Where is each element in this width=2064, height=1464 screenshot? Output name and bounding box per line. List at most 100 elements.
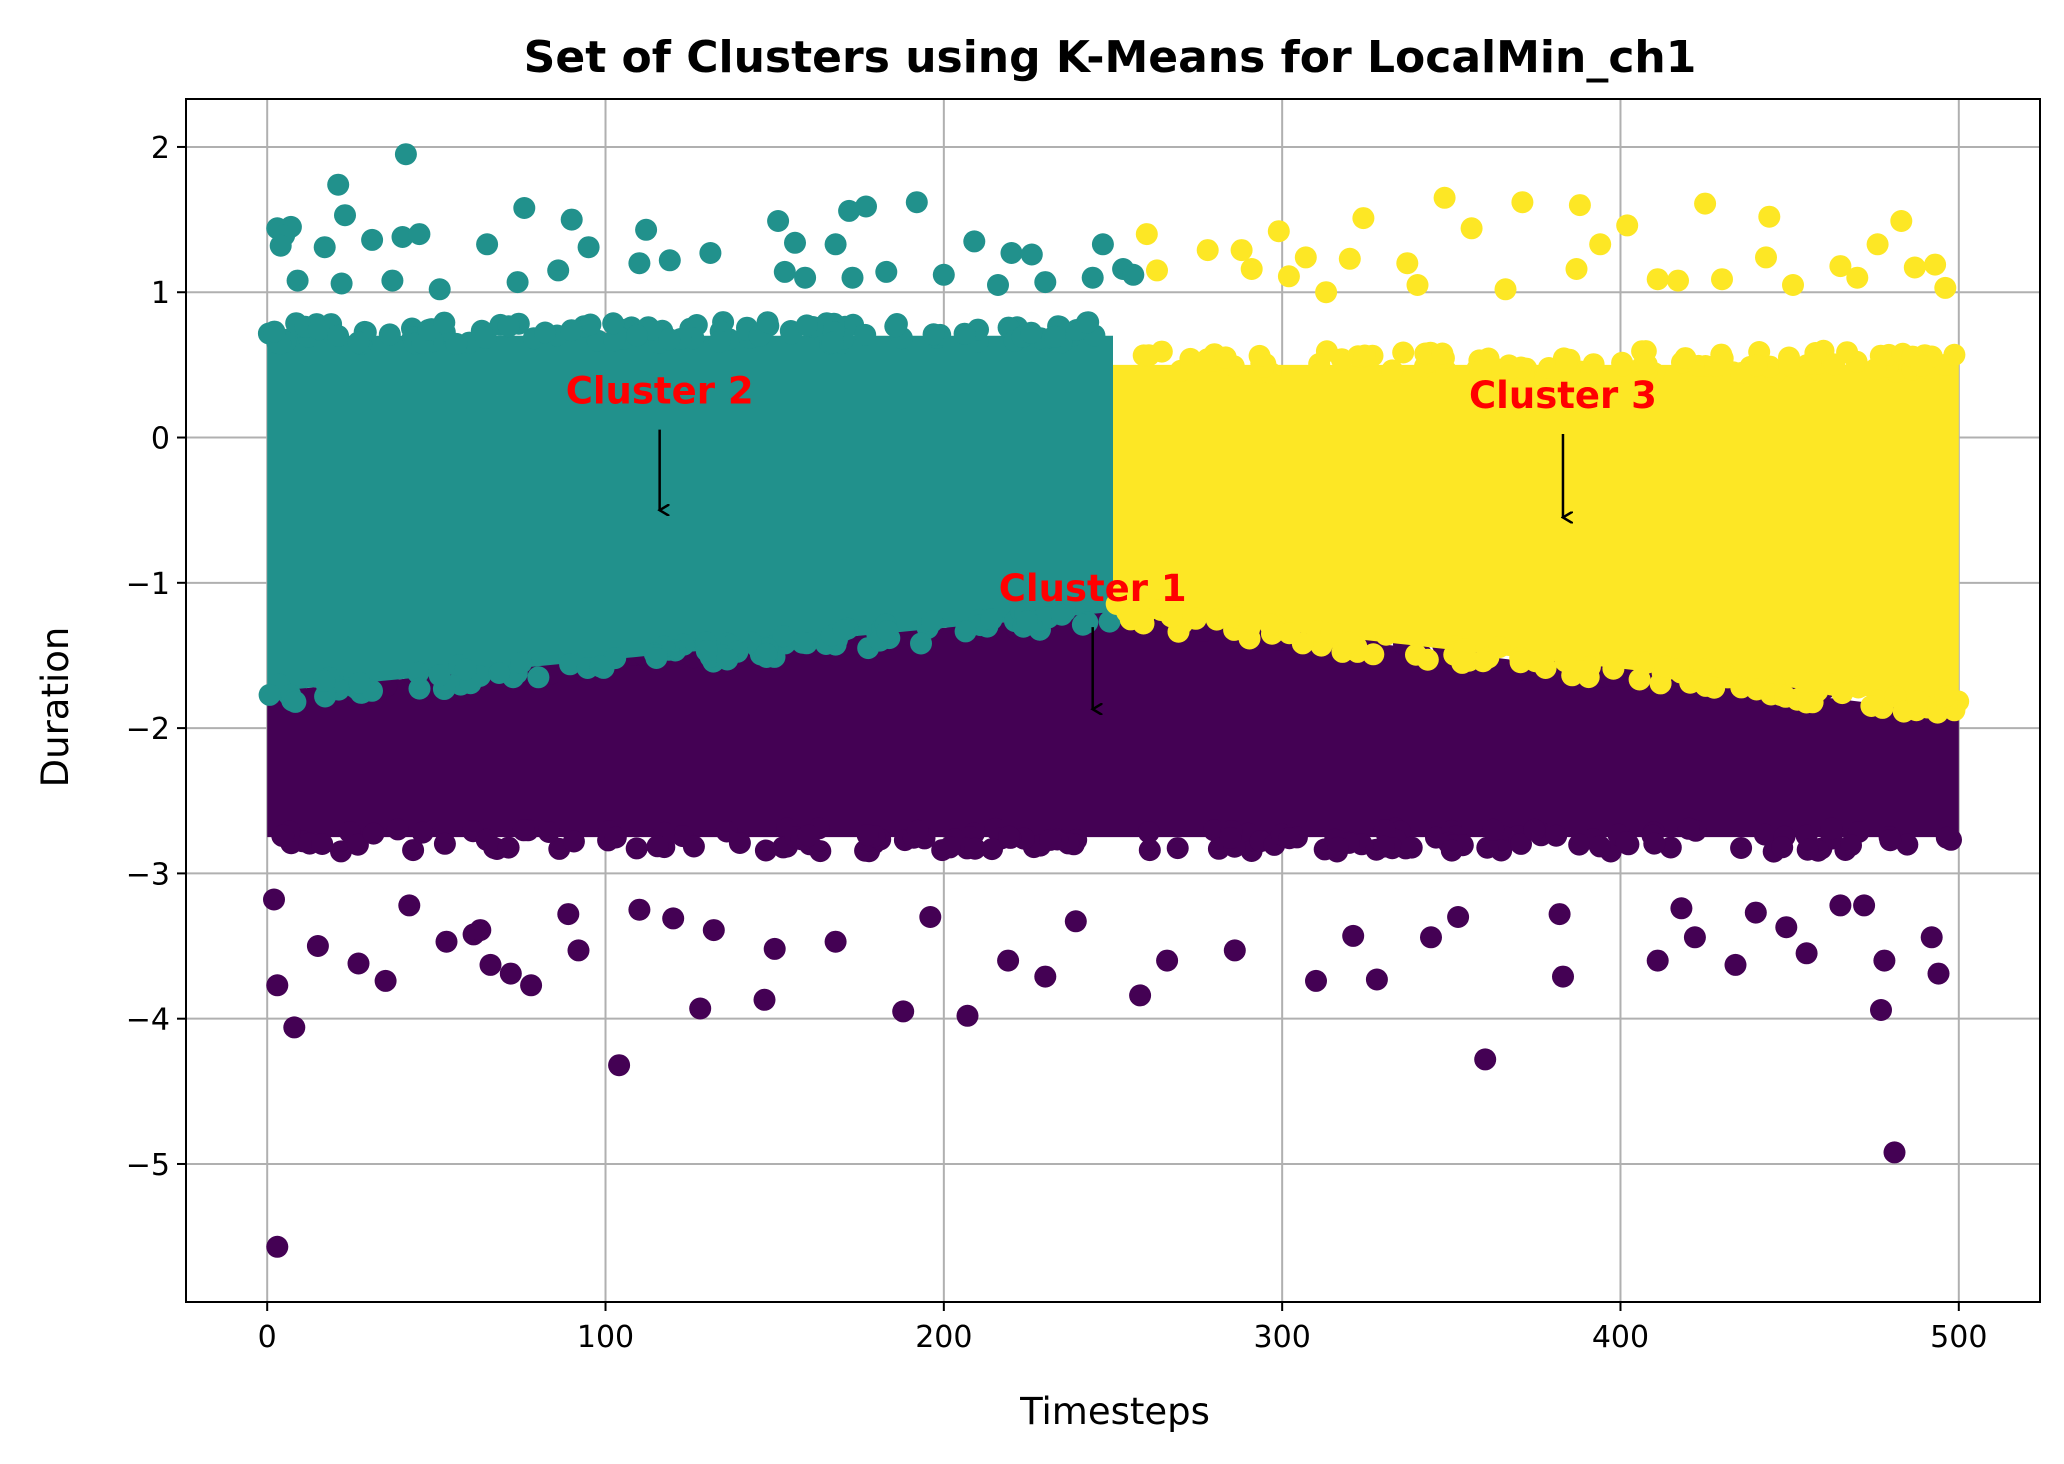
cluster-3-point [1782,274,1804,296]
cluster-2-point [314,685,337,708]
cluster-1-point [824,930,847,953]
cluster-2-point [579,313,602,336]
cluster-2-point [658,249,681,272]
cluster-3-point [1646,268,1669,291]
cluster-2-point [602,312,625,335]
cluster-1-point [1883,1141,1906,1164]
cluster-3-point [1890,210,1913,232]
cluster-1-point [272,824,295,847]
cluster-2-point [284,690,307,713]
cluster-3-point [1511,191,1534,214]
cluster-1-point [537,821,560,843]
cluster-1-point [1568,833,1591,856]
cluster-2-point [347,331,370,354]
cluster-2-point [1050,603,1073,626]
cluster-1-point [662,907,685,930]
cluster-3-body [1113,364,1959,707]
cluster-1-point [919,906,942,928]
cluster-1-point [1064,910,1087,933]
cluster-3-point [1433,186,1456,209]
cluster-1-point [956,1004,979,1027]
cluster-2-point [476,233,499,256]
y-tick-label: 1 [151,276,170,311]
cluster-2-point [433,311,456,334]
cluster-3-point [1730,676,1753,699]
cluster-1-point [347,952,370,975]
cluster-2-point [488,662,511,684]
cluster-3-point [1146,259,1168,282]
cluster-2-point [474,326,497,349]
cluster-3-point [1667,269,1689,292]
cluster-3-point [1846,266,1869,289]
cluster-1-point [1166,837,1189,860]
x-tick-label: 0 [258,1320,277,1355]
cluster-1-point [1219,827,1242,849]
cluster-2-point [361,228,384,251]
cluster-2-point [269,234,292,257]
cluster-2-point [394,143,417,166]
cluster-3-point [1774,685,1797,708]
cluster-2-point [910,632,932,655]
cluster-1-point [1677,817,1700,840]
cluster-2-point [716,648,739,671]
cluster-3-point [1755,246,1777,269]
cluster-2-point [963,230,986,253]
cluster-1-point [1935,826,1958,849]
annotation-label: Cluster 3 [1469,374,1657,417]
cluster-2-point [784,231,806,254]
cluster-1-point [1482,818,1505,841]
cluster-3-point [1649,672,1672,695]
cluster-1-point [1927,962,1950,985]
cluster-2-point [795,314,818,337]
cluster-2-point [932,263,955,286]
cluster-2-point [547,259,570,282]
cluster-1-point [479,953,502,976]
annotation-label: Cluster 2 [566,370,754,413]
cluster-2-point [334,204,356,227]
cluster-2-point [954,620,977,643]
cluster-1-point [1744,901,1767,924]
cluster-3-point [1745,354,1768,377]
cluster-2-point [497,315,520,338]
cluster-1-point [997,949,1020,972]
cluster-1-point [1039,828,1062,851]
cluster-3-point [1694,674,1717,697]
x-tick-label: 100 [577,1320,634,1355]
cluster-2-point [560,319,583,342]
cluster-2-point [560,208,583,231]
cluster-2-point [841,266,864,289]
cluster-3-point [1864,358,1887,380]
cluster-1-point [1795,942,1818,965]
cluster-1-point [809,840,832,863]
cluster-2-point [794,266,817,289]
cluster-1-point [330,840,352,863]
cluster-2-point [1000,242,1023,264]
cluster-3-point [1943,343,1966,366]
chart-title: Set of Clusters using K-Means for LocalM… [524,32,1697,83]
cluster-3-point [1150,340,1173,363]
cluster-2-point [1071,613,1094,636]
cluster-3-point [1537,357,1560,379]
y-tick-label: 2 [151,131,170,166]
cluster-2-point [628,252,651,275]
cluster-1-point [1775,916,1798,939]
cluster-3-point [1488,636,1511,659]
cluster-2-point [905,191,928,214]
cluster-1-point [469,919,492,942]
cluster-2-point [603,329,626,352]
cluster-2-point [756,311,779,334]
cluster-1-point [1724,953,1747,976]
cluster-1-point [1730,837,1753,859]
y-axis-label: Duration [34,627,77,788]
cluster-3-point [1240,258,1263,280]
cluster-2-point [1034,271,1057,294]
cluster-1-point [1646,949,1669,972]
cluster-3-point [1823,353,1846,376]
x-tick-label: 200 [915,1320,972,1355]
cluster-3-point [1582,353,1605,376]
cluster-1-point [1588,835,1611,858]
cluster-3-point [1406,274,1429,296]
cluster-3-point [1934,685,1957,708]
cluster-2-point [330,272,353,295]
cluster-2-point [987,274,1009,296]
